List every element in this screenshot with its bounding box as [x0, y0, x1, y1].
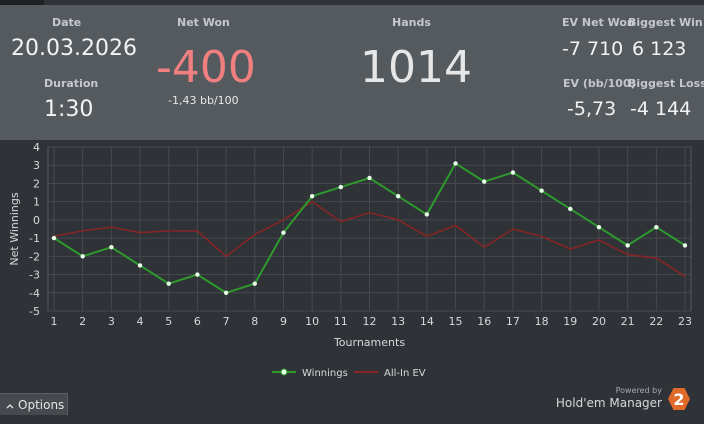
y-tick-label: -4: [29, 287, 40, 300]
hm2-logo-icon: 2: [668, 388, 690, 410]
hands-value: 1014: [360, 42, 472, 93]
legend-label: All-In EV: [384, 368, 426, 379]
x-tick-label: 23: [678, 315, 692, 328]
options-label: Options: [18, 397, 65, 412]
winnings-point: [252, 281, 257, 286]
winnings-point: [424, 212, 430, 217]
x-tick-label: 7: [223, 315, 230, 328]
x-tick-label: 13: [391, 315, 405, 328]
winnings-point: [195, 272, 200, 277]
y-tick-label: -1: [29, 232, 40, 245]
ev-bb100-value: -5,73: [567, 98, 617, 120]
y-tick-label: -5: [29, 305, 40, 318]
biggest-win-value: 6 123: [632, 38, 687, 60]
winnings-point: [137, 263, 143, 268]
x-tick-label: 20: [592, 315, 606, 328]
date-value: 20.03.2026: [11, 36, 137, 61]
x-tick-label: 1: [51, 315, 58, 328]
winnings-point: [166, 281, 171, 286]
y-tick-label: 2: [33, 177, 40, 190]
winnings-point: [453, 161, 458, 166]
winnings-point: [51, 235, 57, 241]
winnings-point: [654, 224, 659, 230]
x-tick-label: 15: [449, 315, 463, 328]
y-tick-label: 4: [33, 141, 40, 154]
net-won-value: -400: [156, 42, 256, 93]
winnings-point: [510, 170, 516, 175]
y-tick-label: 1: [33, 196, 40, 209]
duration-value: 1:30: [44, 97, 94, 122]
winnings-point: [223, 290, 229, 295]
duration-label: Duration: [44, 77, 99, 90]
legend-label: Winnings: [302, 368, 348, 379]
x-tick-label: 10: [305, 315, 319, 328]
net-won-bb100: -1,43 bb/100: [168, 94, 239, 107]
y-tick-label: 3: [33, 159, 40, 172]
x-tick-label: 22: [649, 315, 663, 328]
ev-bb100-label: EV (bb/100): [563, 77, 636, 90]
winnings-point: [539, 188, 544, 193]
x-tick-label: 17: [506, 315, 520, 328]
powered-by-text: Powered by: [615, 386, 662, 395]
hands-label: Hands: [392, 16, 431, 29]
x-tick-label: 18: [535, 315, 549, 328]
x-tick-label: 9: [280, 315, 287, 328]
x-tick-label: 12: [363, 315, 377, 328]
x-tick-label: 16: [477, 315, 491, 328]
x-tick-label: 14: [420, 315, 434, 328]
x-tick-label: 19: [563, 315, 577, 328]
biggest-loss-value: -4 144: [630, 98, 692, 120]
brand-logo-area: Powered by Hold'em Manager 2: [550, 386, 690, 412]
y-axis-label: Net Winnings: [8, 192, 21, 265]
caret-up-icon: [6, 398, 14, 412]
x-tick-label: 8: [251, 315, 258, 328]
biggest-loss-label: Biggest Loss: [628, 77, 704, 90]
winnings-point: [568, 206, 573, 212]
winnings-point: [367, 175, 372, 181]
x-tick-label: 5: [165, 315, 172, 328]
x-axis-label: Tournaments: [333, 336, 405, 349]
date-label: Date: [52, 16, 82, 29]
winnings-chart-area: -5 -4 -3 -2 -1 0 1 2 3 4 1 2 3 4 5 6 7 8 9 10 11 12 13 14 15 16 17…: [0, 140, 704, 420]
net-won-label: Net Won: [177, 16, 230, 29]
y-tick-label: 0: [33, 214, 40, 227]
winnings-point: [625, 243, 630, 248]
y-tick-label: -2: [29, 250, 40, 263]
winnings-point: [109, 245, 114, 250]
winnings-point: [596, 224, 602, 230]
x-tick-label: 21: [621, 315, 635, 328]
winnings-point: [309, 194, 315, 199]
winnings-point: [338, 184, 344, 190]
winnings-point: [482, 179, 487, 184]
ev-net-won-label: EV Net Won: [562, 16, 635, 29]
ev-net-won-value: -7 710: [562, 38, 624, 60]
x-tick-label: 3: [108, 315, 115, 328]
winnings-point: [80, 254, 85, 259]
legend-marker: [280, 368, 288, 376]
brand-name: Hold'em Manager: [555, 396, 662, 410]
x-tick-label: 11: [334, 315, 348, 328]
x-tick-label: 4: [137, 315, 144, 328]
winnings-point: [395, 194, 401, 199]
series-line-all-in-ev: [53, 200, 686, 278]
y-tick-label: -3: [29, 269, 40, 282]
biggest-win-label: Biggest Win: [628, 16, 703, 29]
x-tick-label: 2: [79, 315, 86, 328]
session-stats-panel: Date 20.03.2026 Duration 1:30 Net Won -4…: [0, 5, 704, 140]
window-tab-notch: [0, 0, 44, 5]
winnings-point: [682, 243, 688, 248]
x-tick-label: 6: [194, 315, 201, 328]
winnings-point: [281, 230, 286, 235]
options-button[interactable]: Options: [0, 393, 68, 415]
